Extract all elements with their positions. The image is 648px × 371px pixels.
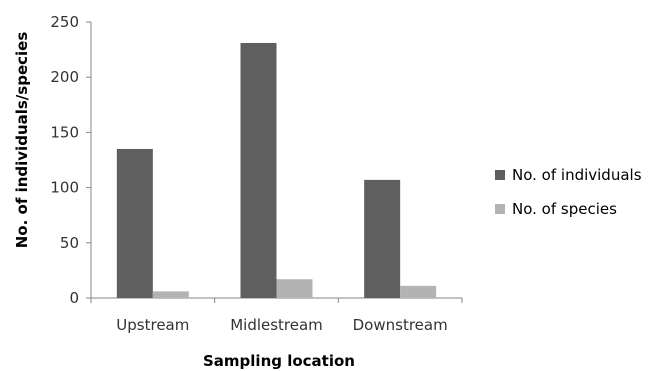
category-labels: Upstream Midlestream Downstream — [116, 316, 447, 334]
bar-upstream-species — [152, 291, 189, 298]
y-tick-label: 100 — [50, 179, 79, 197]
y-tick-label: 200 — [50, 68, 79, 86]
legend-label: No. of individuals — [512, 166, 642, 184]
bar-midlestream-species — [276, 279, 313, 298]
y-tick-label: 50 — [60, 234, 79, 252]
bar-upstream-individuals — [116, 148, 153, 298]
y-tick-label: 0 — [69, 289, 79, 307]
category-label: Downstream — [353, 316, 448, 334]
bar-downstream-species — [400, 285, 437, 298]
bars — [116, 42, 437, 299]
bar-downstream-individuals — [364, 179, 401, 298]
legend: No. of individuals No. of species — [495, 166, 642, 218]
y-tick-label: 150 — [50, 123, 79, 141]
legend-label: No. of species — [512, 200, 617, 218]
category-label: Upstream — [116, 316, 189, 334]
y-tick-label: 250 — [50, 13, 79, 31]
legend-swatch — [495, 170, 505, 180]
y-axis: 0 50 100 150 200 250 — [50, 13, 92, 307]
bar-midlestream-individuals — [240, 42, 277, 299]
category-label: Midlestream — [230, 316, 323, 334]
legend-swatch — [495, 204, 505, 214]
y-axis-title: No. of individuals/species — [13, 32, 31, 249]
x-axis — [90, 297, 463, 303]
x-axis-title: Sampling location — [203, 352, 355, 370]
